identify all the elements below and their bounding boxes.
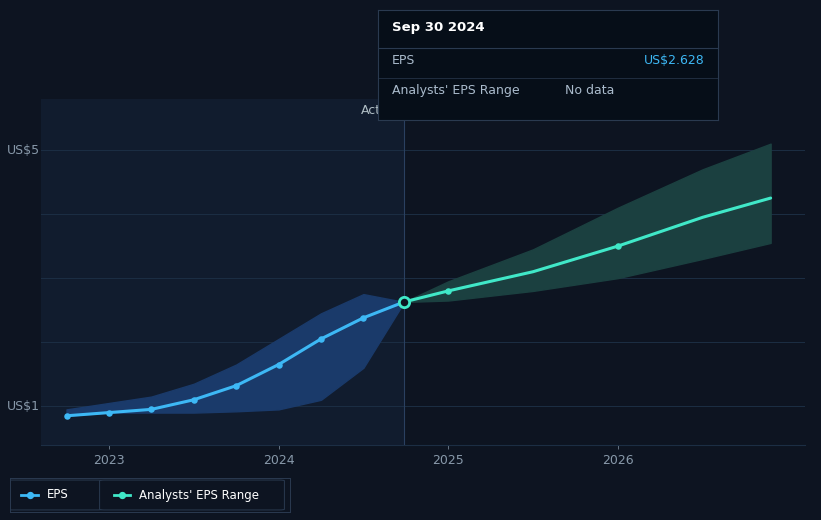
Point — [357, 314, 370, 322]
Text: Analysts' EPS Range: Analysts' EPS Range — [139, 488, 259, 501]
Point — [23, 491, 36, 499]
Text: Analysts Forecasts: Analysts Forecasts — [408, 104, 525, 117]
FancyBboxPatch shape — [7, 480, 103, 510]
FancyBboxPatch shape — [99, 480, 284, 510]
Text: US$2.628: US$2.628 — [644, 54, 704, 67]
Point — [60, 412, 73, 420]
Text: EPS: EPS — [392, 54, 415, 67]
Point — [230, 382, 243, 390]
Text: Analysts' EPS Range: Analysts' EPS Range — [392, 84, 519, 97]
Bar — [41, 99, 404, 445]
Text: US$5: US$5 — [7, 144, 39, 157]
Point — [187, 396, 200, 404]
Point — [272, 360, 285, 369]
Text: US$1: US$1 — [7, 400, 39, 413]
Text: Sep 30 2024: Sep 30 2024 — [392, 21, 484, 34]
Text: EPS: EPS — [47, 488, 68, 501]
Point — [397, 298, 410, 306]
Text: Actual: Actual — [361, 104, 401, 117]
Point — [314, 335, 328, 343]
Point — [144, 405, 158, 413]
Text: No data: No data — [565, 84, 614, 97]
Point — [442, 287, 455, 295]
Point — [116, 491, 129, 499]
Point — [612, 242, 625, 250]
Point — [103, 408, 116, 417]
